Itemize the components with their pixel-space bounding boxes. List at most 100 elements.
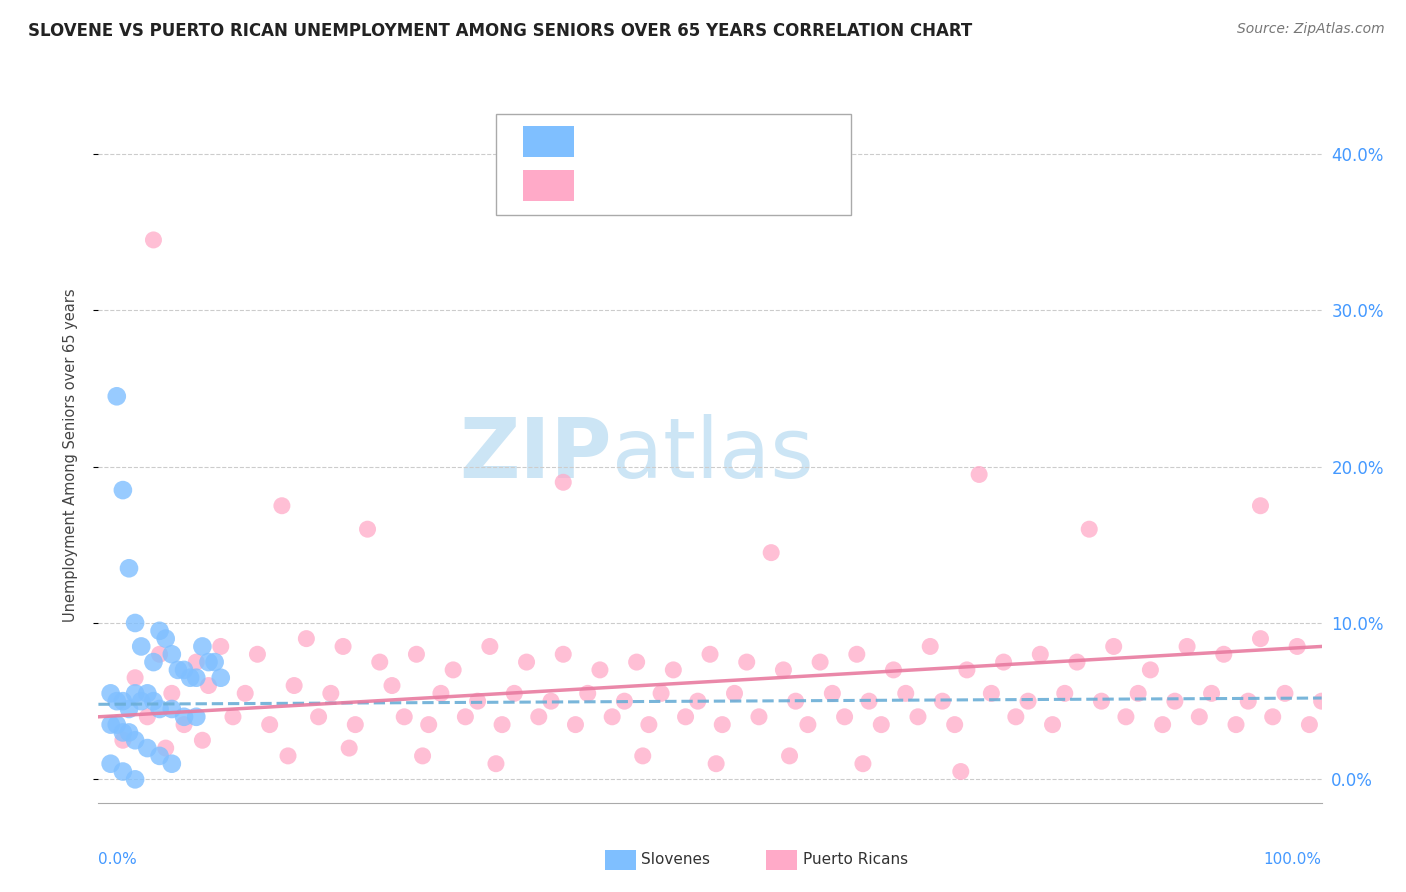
Point	[186, 655, 208, 669]
Point	[1066, 655, 1088, 669]
Point	[576, 686, 599, 700]
Point	[870, 717, 893, 731]
Point	[105, 694, 128, 708]
Text: Source: ZipAtlas.com: Source: ZipAtlas.com	[1237, 22, 1385, 37]
Point	[111, 764, 134, 779]
Point	[485, 756, 508, 771]
Text: Puerto Ricans: Puerto Ricans	[803, 853, 908, 867]
Point	[1250, 632, 1272, 646]
Point	[1029, 647, 1052, 661]
Point	[949, 764, 972, 779]
Point	[711, 717, 734, 731]
Point	[136, 686, 159, 700]
Point	[118, 702, 141, 716]
Point	[1298, 717, 1320, 731]
Point	[209, 671, 232, 685]
Point	[1201, 686, 1223, 700]
Point	[1164, 694, 1187, 708]
Bar	[523, 126, 574, 158]
Point	[173, 663, 195, 677]
Point	[699, 647, 721, 661]
Y-axis label: Unemployment Among Seniors over 65 years: Unemployment Among Seniors over 65 years	[63, 288, 77, 622]
Point	[761, 546, 783, 560]
Point	[1286, 640, 1309, 654]
Point	[527, 710, 550, 724]
Point	[1225, 717, 1247, 731]
Point	[100, 756, 122, 771]
Point	[142, 655, 165, 669]
Point	[748, 710, 770, 724]
Point	[1128, 686, 1150, 700]
Point	[118, 561, 141, 575]
Point	[735, 655, 758, 669]
Point	[179, 671, 201, 685]
Point	[1102, 640, 1125, 654]
Point	[246, 647, 269, 661]
Point	[1139, 663, 1161, 677]
Point	[1237, 694, 1260, 708]
Point	[845, 647, 868, 661]
Point	[821, 686, 844, 700]
Point	[124, 686, 146, 700]
Point	[1078, 522, 1101, 536]
Point	[124, 772, 146, 787]
Point	[1212, 647, 1234, 661]
Text: 0.0%: 0.0%	[98, 852, 138, 866]
Point	[779, 748, 801, 763]
Point	[142, 694, 165, 708]
Point	[441, 663, 464, 677]
Point	[858, 694, 880, 708]
Point	[308, 710, 330, 724]
Point	[191, 733, 214, 747]
Point	[173, 710, 195, 724]
Point	[124, 615, 146, 630]
Point	[1175, 640, 1198, 654]
Point	[785, 694, 807, 708]
Text: SLOVENE VS PUERTO RICAN UNEMPLOYMENT AMONG SENIORS OVER 65 YEARS CORRELATION CHA: SLOVENE VS PUERTO RICAN UNEMPLOYMENT AMO…	[28, 22, 973, 40]
Text: R = 0.150: R = 0.150	[589, 176, 672, 194]
Point	[852, 756, 875, 771]
Point	[638, 717, 661, 731]
Point	[1053, 686, 1076, 700]
Point	[467, 694, 489, 708]
Point	[149, 748, 172, 763]
Point	[155, 741, 177, 756]
Point	[149, 647, 172, 661]
Point	[149, 702, 172, 716]
Point	[503, 686, 526, 700]
Point	[160, 756, 183, 771]
Point	[454, 710, 477, 724]
Point	[209, 640, 232, 654]
Point	[381, 679, 404, 693]
Point	[516, 655, 538, 669]
Point	[553, 475, 575, 490]
Point	[1261, 710, 1284, 724]
Point	[1152, 717, 1174, 731]
Point	[105, 717, 128, 731]
Point	[160, 647, 183, 661]
Point	[418, 717, 440, 731]
Point	[118, 725, 141, 739]
Point	[943, 717, 966, 731]
Point	[1274, 686, 1296, 700]
Point	[540, 694, 562, 708]
Point	[392, 710, 416, 724]
Point	[686, 694, 709, 708]
Point	[191, 640, 214, 654]
Point	[704, 756, 727, 771]
Point	[270, 499, 294, 513]
Point	[197, 679, 219, 693]
Text: N = 113: N = 113	[703, 176, 772, 194]
Point	[808, 655, 831, 669]
Point	[105, 389, 128, 403]
Point	[626, 655, 648, 669]
Point	[956, 663, 979, 677]
Point	[142, 233, 165, 247]
Point	[1310, 694, 1333, 708]
Point	[600, 710, 623, 724]
Point	[368, 655, 391, 669]
Point	[564, 717, 586, 731]
Point	[295, 632, 318, 646]
Point	[160, 702, 183, 716]
Point	[1017, 694, 1039, 708]
